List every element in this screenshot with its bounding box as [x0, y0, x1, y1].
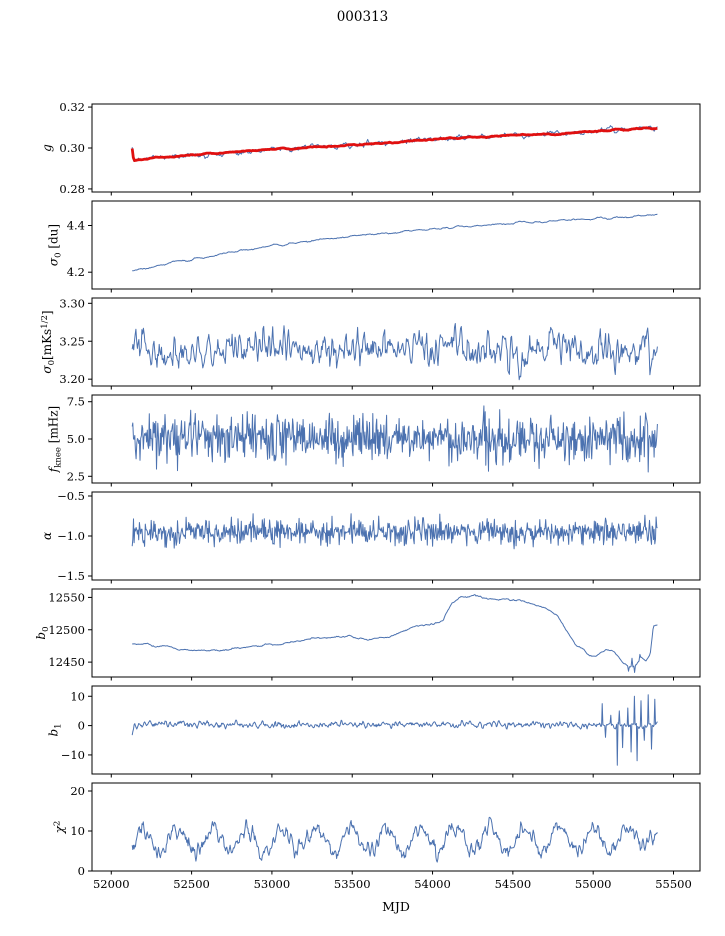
- series-sigma0-du: [132, 213, 658, 272]
- y-axis-title: fknee [mHz]: [46, 406, 63, 473]
- y-tick-label: 3.25: [59, 334, 85, 348]
- panel-series: [131, 816, 658, 863]
- y-tick-label: 5.0: [67, 432, 85, 446]
- y-tick-label: 0.32: [59, 100, 85, 114]
- y-axis-title: σ0 [du]: [46, 224, 63, 266]
- series-alpha: [131, 513, 658, 550]
- panel-frame: [91, 297, 701, 387]
- y-tick-label: −1.5: [57, 569, 85, 583]
- x-tick-label: 55500: [655, 877, 692, 891]
- y-tick-label: 10: [70, 689, 85, 703]
- series-chi2: [131, 816, 658, 863]
- x-tick-label: 54000: [414, 877, 451, 891]
- x-tick-label: 52500: [173, 877, 210, 891]
- x-tick-label: 52000: [93, 877, 130, 891]
- y-tick-label: −10: [61, 748, 85, 762]
- panel-fknee: 2.5 5.0 7.5 fknee [mHz]: [46, 394, 701, 487]
- series-g-overlay: [130, 126, 658, 163]
- panel-frame: [91, 685, 701, 775]
- series-fknee: [131, 405, 658, 473]
- y-tick-label: 0: [78, 719, 85, 733]
- chart-title: 000313: [336, 9, 389, 25]
- y-tick-label: 3.20: [59, 372, 85, 386]
- panel-sigma0-du: 4.2 4.4 σ0 [du]: [46, 200, 701, 293]
- panel-frame: [91, 588, 701, 678]
- y-tick-label: 12450: [48, 655, 85, 669]
- y-tick-label: 0.28: [59, 182, 85, 196]
- y-tick-label: 10: [70, 824, 85, 838]
- panel-alpha: −1.5 −1.0 −0.5 α: [40, 489, 701, 584]
- y-tick-label: 0: [78, 864, 85, 878]
- y-tick-label: 12550: [48, 590, 85, 604]
- series-sigma0-mks: [131, 323, 658, 381]
- panel-frame: [91, 200, 701, 290]
- y-tick-label: 12500: [48, 623, 85, 637]
- x-tick-label: 53000: [254, 877, 291, 891]
- panel-g: 0.28 0.30 0.32 g: [40, 100, 701, 196]
- series-b0: [131, 594, 658, 673]
- series-b1: [131, 694, 658, 766]
- y-tick-label: 4.2: [67, 265, 85, 279]
- y-tick-label: −1.0: [57, 529, 85, 543]
- panel-chi2: 0 10 20 52000 52500 53000 53500 54000 54500 55000…: [53, 782, 701, 891]
- y-axis-title: b0: [34, 626, 51, 639]
- panel-series: [130, 125, 658, 163]
- y-axis-title: b1: [46, 723, 63, 736]
- y-axis-title: χ2: [53, 821, 67, 835]
- y-axis-title: α: [40, 532, 54, 540]
- y-tick-label: 20: [70, 784, 85, 798]
- y-tick-label: 2.5: [67, 469, 85, 483]
- panel-series: [132, 213, 658, 272]
- x-tick-label: 53500: [334, 877, 371, 891]
- x-tick-label: 55000: [575, 877, 612, 891]
- y-axis-title: g: [40, 144, 54, 152]
- panel-b1: −10 0 10 b1: [46, 685, 701, 778]
- panel-series: [131, 594, 658, 673]
- x-tick-label: 54500: [495, 877, 532, 891]
- panel-series: [131, 513, 658, 550]
- panel-b0: 12450 12500 12550 b0: [34, 588, 701, 681]
- y-tick-label: −0.5: [57, 489, 85, 503]
- panel-frame: [91, 103, 701, 193]
- y-axis-title: σ0[mKs1/2]: [40, 310, 57, 373]
- y-tick-label: 4.4: [67, 219, 85, 233]
- panel-series: [131, 694, 658, 766]
- y-tick-label: 0.30: [59, 141, 85, 155]
- panel-series: [131, 405, 658, 473]
- x-axis-label: MJD: [382, 899, 410, 914]
- y-tick-label: 3.30: [59, 296, 85, 310]
- panel-frame: [91, 782, 701, 872]
- y-tick-label: 7.5: [67, 395, 85, 409]
- panel-series: [131, 323, 658, 381]
